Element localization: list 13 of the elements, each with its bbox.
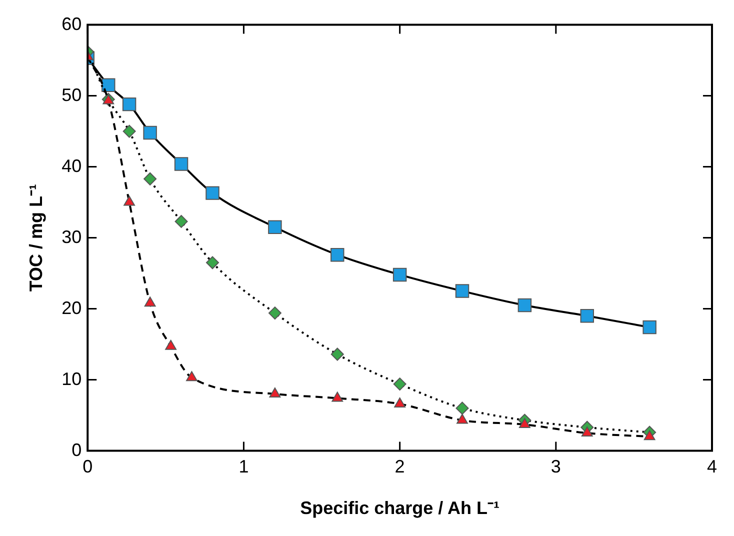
y-tick-label: 0 [72,440,82,460]
y-tick-label: 60 [62,14,82,34]
y-tick-label: 50 [62,84,82,105]
x-tick-label: 1 [238,456,249,477]
y-tick-label: 40 [62,156,82,176]
x-tick-label: 4 [706,456,718,477]
y-tick-label: 10 [62,368,82,389]
y-axis-title: TOC / mg L⁻¹ [26,184,46,292]
y-tick-label: 30 [62,226,82,247]
x-tick-label: 2 [394,456,405,477]
y-tick-label: 20 [62,298,82,318]
x-tick-label: 3 [550,456,561,477]
x-axis-title: Specific charge / Ah L⁻¹ [300,498,500,518]
